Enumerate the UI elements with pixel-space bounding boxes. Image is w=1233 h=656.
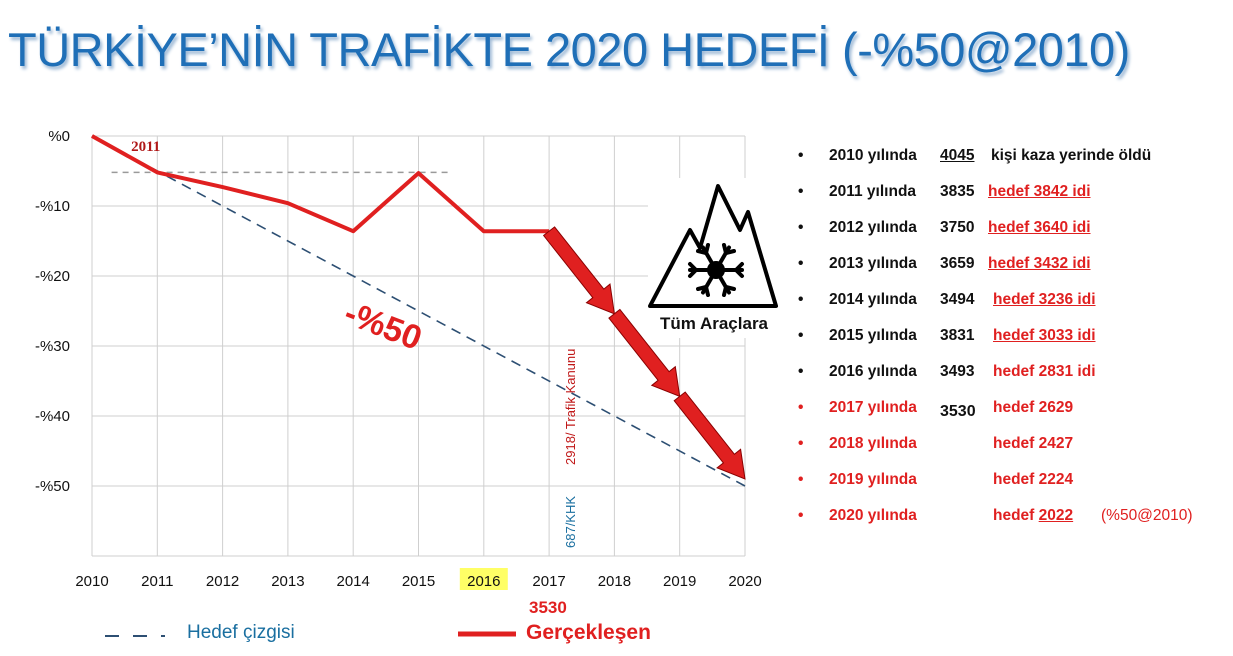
stat-note: (%50@2010)	[1101, 507, 1193, 524]
stat-number: 3750	[940, 219, 975, 236]
page-title: TÜRKİYE’NİN TRAFİKTE 2020 HEDEFİ (-%50@2…	[8, 23, 1130, 76]
bullet: •	[798, 219, 804, 236]
x-tick-label: 2019	[663, 573, 696, 590]
stat-year: 2011 yılında	[829, 183, 917, 200]
stat-year: 2017 yılında	[829, 399, 917, 416]
stat-year: 2018 yılında	[829, 435, 917, 452]
stat-row: • 2018 yılında hedef 2427	[798, 435, 1228, 471]
stat-row: • 2015 yılında 3831 hedef 3033 idi	[798, 327, 1228, 363]
annotation-year-2011: 2011	[131, 139, 160, 155]
stat-year: 2016 yılında	[829, 363, 917, 380]
projection-arrows	[542, 226, 746, 480]
legend-target-swatch	[105, 635, 165, 637]
y-tick-label: -%30	[35, 338, 70, 355]
stat-target: hedef 2224	[993, 471, 1074, 488]
y-tick-label: -%20	[35, 268, 70, 285]
stat-target-number: 2022	[1038, 507, 1074, 524]
stat-year: 2013 yılında	[829, 255, 917, 272]
x-tick-label: 2014	[337, 573, 370, 590]
actual-line-path	[91, 134, 550, 234]
y-tick-label: %0	[48, 128, 70, 145]
stat-target: hedef 2831 idi	[993, 363, 1096, 380]
stat-row: • 2011 yılında 3835 hedef 3842 idi	[798, 183, 1228, 219]
stat-target: hedef 3236 idi	[993, 291, 1096, 308]
legend-actual-swatch	[458, 631, 516, 637]
grid	[91, 135, 746, 557]
bullet: •	[798, 291, 804, 308]
target-line-path	[91, 135, 746, 487]
y-tick-label: -%40	[35, 408, 70, 425]
bullet: •	[798, 363, 804, 380]
target-line	[91, 135, 746, 487]
snow-sign	[648, 178, 778, 338]
stat-number: 3831	[940, 327, 975, 344]
stat-number: 3659	[940, 255, 975, 272]
stat-number: 4045	[940, 147, 975, 164]
x-tick-label: 2016	[467, 573, 500, 590]
y-tick-label: -%10	[35, 198, 70, 215]
stat-target: hedef 3842 idi	[988, 183, 1091, 200]
stat-target-prefix: hedef	[993, 507, 1035, 524]
stat-year: 2019 yılında	[829, 471, 917, 488]
stat-row: • 2012 yılında 3750 hedef 3640 idi	[798, 219, 1228, 255]
x-tick-label: 2015	[402, 573, 435, 590]
stat-number: 3835	[940, 183, 975, 200]
stat-row: • 2017 yılında 3530 hedef 2629	[798, 399, 1228, 435]
x-tick-label: 2012	[206, 573, 239, 590]
actual-line	[91, 134, 550, 234]
bullet: •	[798, 399, 804, 416]
y-tick-label: -%50	[35, 478, 70, 495]
stats-list: • 2010 yılında 4045 kişi kaza yerinde öl…	[798, 147, 1228, 543]
stat-number: 3530	[940, 403, 976, 420]
stat-target: hedef 3640 idi	[988, 219, 1091, 236]
stat-year: 2012 yılında	[829, 219, 917, 236]
stat-number: 3494	[940, 291, 975, 308]
stat-row: • 2013 yılında 3659 hedef 3432 idi	[798, 255, 1228, 291]
mountain-icon	[648, 184, 778, 308]
stat-year: 2015 yılında	[829, 327, 917, 344]
annotation-law-red: 2918/ Trafik Kanunu	[563, 349, 578, 465]
bullet: •	[798, 147, 804, 164]
snowflake-icon	[688, 243, 744, 297]
stat-target: hedef 2022	[993, 507, 1073, 525]
x-tick-label: 2011	[141, 573, 173, 590]
x-tick-highlight	[459, 568, 508, 590]
x-tick-label: 2013	[271, 573, 304, 590]
legend-target-label: Hedef çizgisi	[187, 622, 295, 643]
stat-row: • 2019 yılında hedef 2224	[798, 471, 1228, 507]
stat-row: • 2014 yılında 3494 hedef 3236 idi	[798, 291, 1228, 327]
bullet: •	[798, 507, 804, 524]
stat-row: • 2020 yılında hedef 2022 (%50@2010)	[798, 507, 1228, 543]
bullet: •	[798, 183, 804, 200]
snow-sign-label: Tüm Araçlara	[659, 314, 769, 333]
projection-arrow	[673, 391, 746, 480]
stat-year: 2010 yılında	[829, 147, 917, 164]
stat-number: 3493	[940, 363, 975, 380]
stat-year: 2014 yılında	[829, 291, 917, 308]
bullet: •	[798, 471, 804, 488]
y-axis: %0 -%10 -%20 -%30 -%40 -%50	[35, 128, 70, 495]
bullet: •	[798, 327, 804, 344]
projection-arrow	[542, 226, 616, 315]
stat-target: hedef 2427	[993, 435, 1074, 452]
legend-actual-label: Gerçekleşen	[526, 621, 651, 644]
projection-arrow	[608, 308, 681, 398]
stat-row: • 2016 yılında 3493 hedef 2831 idi	[798, 363, 1228, 399]
stat-target: hedef 3432 idi	[988, 255, 1091, 272]
annotation-law-blue: 687/KHK	[563, 496, 578, 548]
stat-target: hedef 2629	[993, 399, 1074, 416]
x-axis: 2010 2011 2012 2013 2014 2015 2016 2017 2018 2019…	[75, 568, 762, 590]
bullet: •	[798, 255, 804, 272]
value-2017-label: 3530	[529, 598, 567, 617]
x-tick-label: 2018	[598, 573, 631, 590]
bullet: •	[798, 435, 804, 452]
stat-note: kişi kaza yerinde öldü	[991, 147, 1152, 164]
x-tick-label: 2020	[728, 573, 761, 590]
x-tick-label: 2010	[75, 573, 108, 590]
stat-target: hedef 3033 idi	[993, 327, 1096, 344]
stat-year: 2020 yılında	[829, 507, 917, 524]
x-tick-label: 2017	[532, 573, 565, 590]
stat-row: • 2010 yılında 4045 kişi kaza yerinde öl…	[798, 147, 1228, 183]
